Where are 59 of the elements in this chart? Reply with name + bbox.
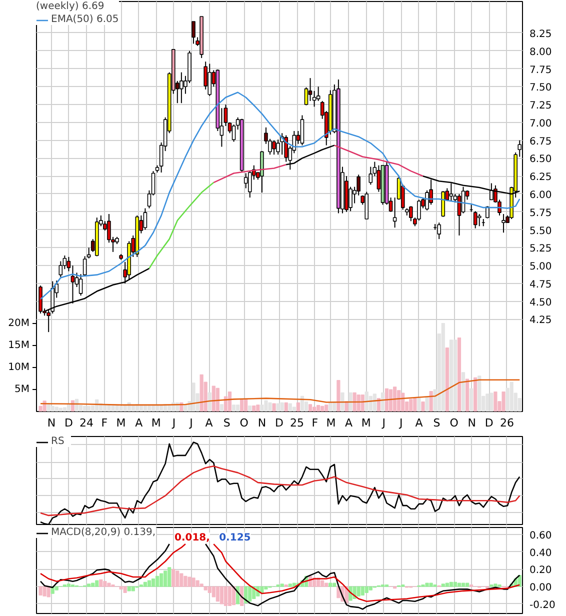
y-tick-label: 0.40 [530, 548, 552, 559]
y-tick-label: 5.75 [530, 208, 552, 219]
y-tick-label: -0.20 [530, 600, 556, 611]
x-tick-label: O [240, 416, 249, 430]
y-tick-label: 0.60 [530, 530, 552, 542]
x-tick-label: A [205, 416, 214, 430]
x-tick-label: F [101, 416, 108, 430]
legend-label: RS [51, 436, 66, 447]
x-tick-label: O [450, 416, 459, 430]
y-tick-label: 7.75 [530, 64, 552, 76]
x-tick-label: J [398, 416, 403, 430]
x-tick-label: J [171, 416, 176, 430]
y2-tick-label: 5M [14, 384, 30, 396]
y-tick-label: 7.25 [530, 100, 552, 112]
x-tick-label: S [433, 416, 440, 430]
x-tick-label: N [258, 416, 266, 430]
y2-tick-label: 10M [8, 362, 30, 374]
x-tick-label: J [381, 416, 386, 430]
y-tick-label: 5.00 [530, 262, 552, 273]
x-tick-label: M [116, 416, 126, 430]
annotation: 0.125 [219, 532, 251, 544]
y-tick-label: 4.50 [530, 297, 552, 308]
y-tick-label: 8.00 [530, 46, 552, 58]
x-tick-label: D [484, 416, 494, 430]
x-tick-label: A [135, 416, 144, 430]
y-tick-label: 6.75 [530, 136, 552, 148]
legend-title: (weekly) 6.69 [36, 1, 106, 12]
x-tick-label: 24 [80, 416, 94, 430]
x-tick-label: N [47, 416, 56, 430]
x-tick-label: A [415, 416, 424, 430]
x-tick-label: M [326, 416, 336, 430]
x-tick-label: M [151, 416, 161, 430]
y-tick-label: 5.25 [530, 244, 552, 255]
y-tick-label: 0.00 [530, 582, 552, 594]
y-tick-label: 5.50 [530, 226, 552, 237]
series-label: 0.018, [174, 532, 210, 544]
y-tick-label: 4.25 [530, 315, 552, 326]
y2-tick-label: 20M [8, 318, 30, 330]
x-tick-label: F [312, 416, 318, 430]
y-tick-label: 6.00 [530, 190, 552, 201]
y-tick-label: 0.20 [530, 565, 552, 576]
y-tick-label: 6.25 [530, 172, 552, 184]
x-tick-label: M [361, 416, 371, 430]
x-tick-label: 25 [290, 416, 304, 430]
x-tick-label: J [188, 416, 193, 430]
y2-tick-label: 15M [8, 340, 30, 352]
y-tick-label: 7.50 [530, 82, 552, 94]
x-tick-label: 26 [500, 416, 514, 430]
x-tick-label: D [274, 416, 284, 430]
series-label: MACD(8,20,9) 0.139, [51, 527, 156, 538]
legend-label: EMA(50) 6.05 [51, 14, 119, 25]
y-tick-label: 6.50 [530, 154, 552, 166]
x-tick-label: A [345, 416, 354, 430]
y-tick-label: 7.00 [530, 118, 552, 130]
x-tick-label: N [468, 416, 476, 430]
y-tick-label: 4.75 [530, 279, 552, 290]
y-tick-label: 8.25 [530, 28, 552, 40]
x-tick-label: D [64, 416, 73, 430]
x-tick-label: S [223, 416, 230, 430]
